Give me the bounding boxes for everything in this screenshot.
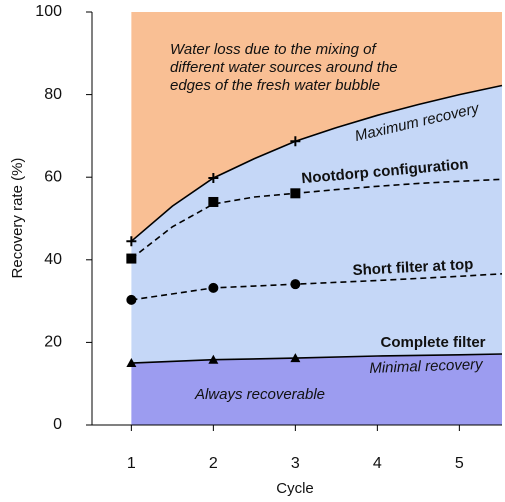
annotation: Always recoverable xyxy=(194,386,325,403)
marker xyxy=(290,188,301,199)
y-axis-title: Recovery rate (%) xyxy=(9,158,26,279)
annotation: different water sources around the xyxy=(170,59,398,76)
y-tick-label: 20 xyxy=(44,334,62,351)
loss-region xyxy=(131,12,503,242)
marker xyxy=(208,282,219,293)
marker xyxy=(208,196,219,207)
series-label: Complete filter xyxy=(380,334,485,351)
y-tick-label: 100 xyxy=(35,3,62,20)
marker xyxy=(126,253,137,264)
y-tick-label: 40 xyxy=(44,251,62,268)
y-tick-label: 80 xyxy=(44,86,62,103)
recoverable-region xyxy=(131,85,502,364)
annotation: edges of the fresh water bubble xyxy=(170,77,380,94)
x-tick-label: 1 xyxy=(127,455,136,472)
marker xyxy=(290,353,301,363)
series-line xyxy=(131,353,503,364)
y-tick-label: 0 xyxy=(53,416,62,433)
marker xyxy=(126,236,137,247)
marker xyxy=(290,136,301,147)
marker xyxy=(290,279,301,290)
series-line xyxy=(131,273,503,301)
always-region xyxy=(131,354,503,425)
series-line xyxy=(130,84,503,242)
annotation: Minimal recovery xyxy=(369,356,484,377)
marker xyxy=(208,354,219,364)
x-tick-label: 4 xyxy=(373,455,382,472)
y-tick-label: 60 xyxy=(44,168,62,185)
x-tick-label: 3 xyxy=(291,455,300,472)
x-axis-title: Cycle xyxy=(276,480,314,497)
x-tick-label: 5 xyxy=(455,455,464,472)
marker xyxy=(208,173,219,184)
series-label: Short filter at top xyxy=(352,256,474,279)
marker xyxy=(126,358,137,368)
annotation: Water loss due to the mixing of xyxy=(170,41,377,58)
series-line xyxy=(130,178,503,260)
marker xyxy=(126,294,137,305)
x-tick-label: 2 xyxy=(209,455,218,472)
